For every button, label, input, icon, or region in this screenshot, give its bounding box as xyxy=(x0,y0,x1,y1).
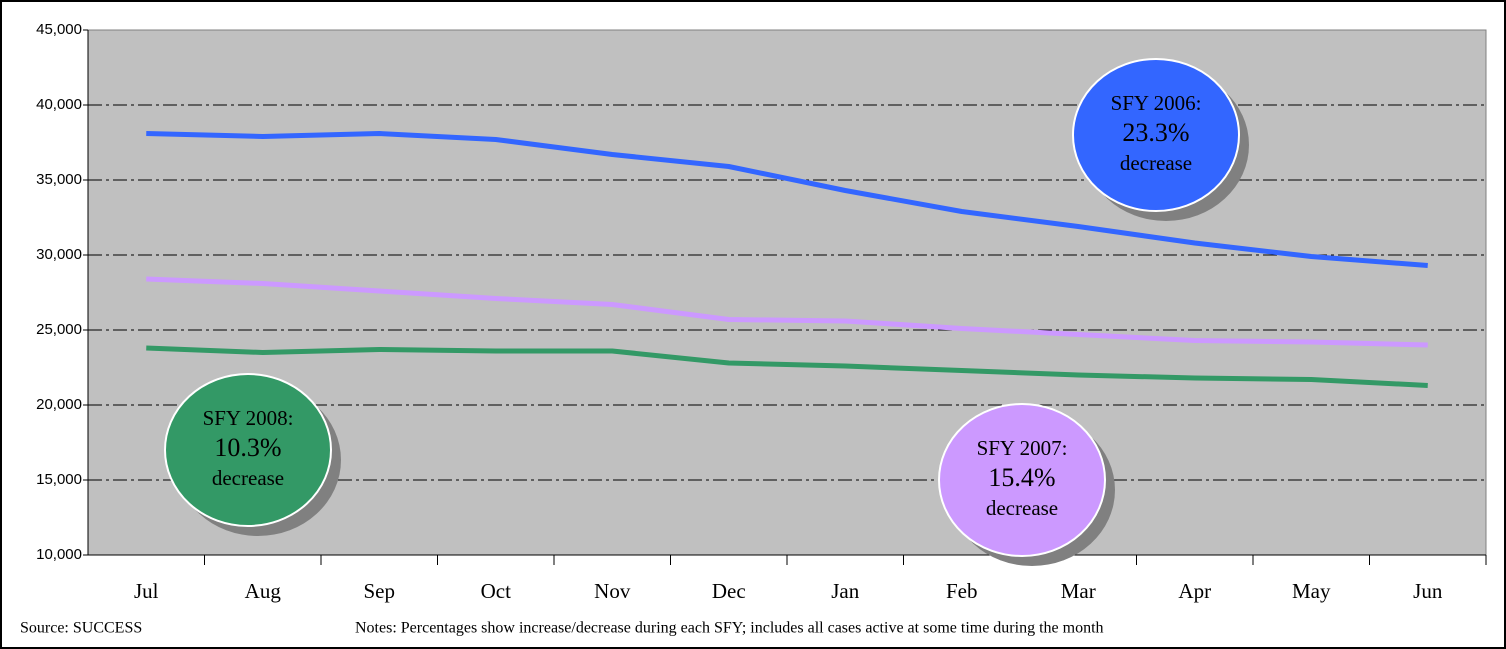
x-tick-label: Nov xyxy=(594,579,631,603)
annotation: decrease xyxy=(212,466,284,490)
series-line xyxy=(146,276,1428,348)
annotation: decrease xyxy=(986,496,1058,520)
series-line xyxy=(146,131,1428,268)
source: Source: SUCCESS xyxy=(20,620,142,637)
x-tick-label: Oct xyxy=(481,579,511,603)
notes: Notes: Percentages show increase/decreas… xyxy=(355,620,1104,637)
y-tick-label: 10,000 xyxy=(36,546,82,563)
x-tick-label: Apr xyxy=(1178,579,1211,603)
annotation: decrease xyxy=(1120,151,1192,175)
annotation: SFY 2006: xyxy=(1111,91,1202,115)
y-tick-label: 45,000 xyxy=(36,21,82,38)
bubble xyxy=(1072,58,1240,212)
y-tick-label: 20,000 xyxy=(36,396,82,413)
x-tick-label: Feb xyxy=(946,579,978,603)
annotation: SFY 2007: xyxy=(977,436,1068,460)
y-tick-label: 40,000 xyxy=(36,96,82,113)
annotation: SFY 2008: xyxy=(203,406,294,430)
annotation: 23.3% xyxy=(1122,118,1189,147)
x-tick-label: Jan xyxy=(831,579,859,603)
y-tick-label: 35,000 xyxy=(36,171,82,188)
bubble xyxy=(938,403,1106,557)
x-tick-label: Jul xyxy=(134,579,159,603)
x-tick-label: Mar xyxy=(1061,579,1096,603)
y-tick-label: 30,000 xyxy=(36,246,82,263)
y-tick-label: 25,000 xyxy=(36,321,82,338)
x-tick-label: Aug xyxy=(245,579,282,603)
bubble xyxy=(164,373,332,527)
series-line xyxy=(146,345,1428,388)
x-tick-label: Sep xyxy=(364,579,396,603)
y-tick-label: 15,000 xyxy=(36,471,82,488)
annotation: 10.3% xyxy=(214,433,281,462)
x-tick-label: Jun xyxy=(1413,579,1443,603)
annotation: 15.4% xyxy=(988,463,1055,492)
x-tick-label: May xyxy=(1292,579,1331,603)
x-tick-label: Dec xyxy=(712,579,746,603)
